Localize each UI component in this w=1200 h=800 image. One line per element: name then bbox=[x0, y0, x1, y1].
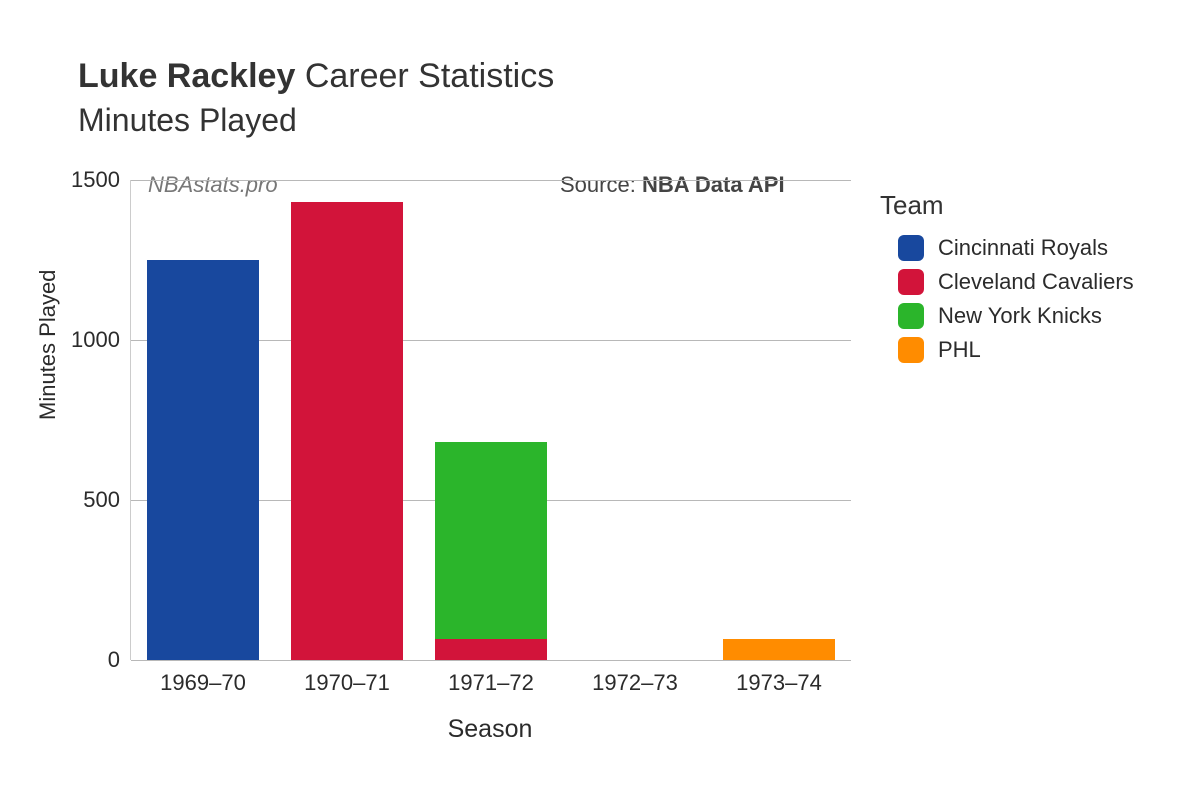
bar-segment bbox=[435, 639, 547, 660]
bar-segment bbox=[147, 260, 259, 660]
player-name: Luke Rackley bbox=[78, 57, 295, 95]
bar-segment bbox=[435, 442, 547, 639]
gridline bbox=[131, 180, 851, 181]
plot-area: 0500100015001969–701970–711971–721972–73… bbox=[130, 180, 850, 660]
chart-title-line1: Luke Rackley Career Statistics bbox=[78, 55, 554, 98]
gridline bbox=[131, 660, 851, 661]
chart-title: Luke Rackley Career Statistics Minutes P… bbox=[78, 55, 554, 139]
legend: Team Cincinnati Royals Cleveland Cavalier… bbox=[880, 190, 1134, 371]
legend-swatch bbox=[898, 337, 924, 363]
legend-title: Team bbox=[880, 190, 1134, 221]
legend-item: New York Knicks bbox=[880, 303, 1134, 329]
legend-item: Cincinnati Royals bbox=[880, 235, 1134, 261]
bar-segment bbox=[723, 639, 835, 660]
title-suffix: Career Statistics bbox=[305, 57, 554, 95]
chart-subtitle: Minutes Played bbox=[78, 102, 554, 139]
bar-segment bbox=[291, 202, 403, 660]
legend-swatch bbox=[898, 269, 924, 295]
x-axis-title: Season bbox=[130, 715, 850, 744]
legend-item: Cleveland Cavaliers bbox=[880, 269, 1134, 295]
legend-swatch bbox=[898, 303, 924, 329]
legend-label: Cincinnati Royals bbox=[938, 235, 1108, 261]
legend-swatch bbox=[898, 235, 924, 261]
y-axis-title: Minutes Played bbox=[35, 270, 61, 420]
legend-label: Cleveland Cavaliers bbox=[938, 269, 1134, 295]
legend-label: PHL bbox=[938, 337, 981, 363]
legend-item: PHL bbox=[880, 337, 1134, 363]
legend-label: New York Knicks bbox=[938, 303, 1102, 329]
